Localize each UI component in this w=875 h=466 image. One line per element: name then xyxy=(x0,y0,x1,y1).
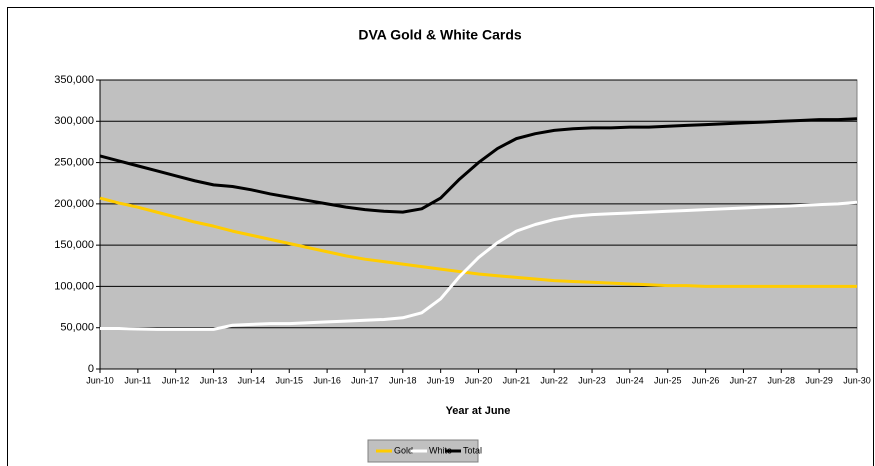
x-tick-label: Jun-25 xyxy=(654,375,682,385)
legend-label: White xyxy=(429,445,452,455)
x-tick-label: Jun-17 xyxy=(351,375,379,385)
y-tick-label: 0 xyxy=(88,363,94,375)
y-tick-label: 200,000 xyxy=(54,198,94,210)
x-tick-label: Jun-21 xyxy=(503,375,531,385)
y-tick-label: 300,000 xyxy=(54,115,94,127)
x-tick-label: Jun-10 xyxy=(86,375,114,385)
y-tick-label: 250,000 xyxy=(54,156,94,168)
line-series xyxy=(99,117,858,214)
y-tick-label: 350,000 xyxy=(54,74,94,86)
x-axis-title: Year at June xyxy=(446,405,511,417)
x-tick-label: Jun-11 xyxy=(124,375,151,385)
x-tick-label: Jun-24 xyxy=(616,375,644,385)
x-tick-label: Jun-28 xyxy=(768,375,796,385)
line-series xyxy=(99,196,857,288)
x-tick-label: Jun-19 xyxy=(427,375,455,385)
x-tick-label: Jun-22 xyxy=(540,375,568,385)
y-tick-label: 150,000 xyxy=(54,239,94,251)
legend-label: Gold xyxy=(394,445,413,455)
x-tick-label: Jun-26 xyxy=(692,375,720,385)
x-tick-label: Jun-20 xyxy=(465,375,493,385)
x-tick-label: Jun-12 xyxy=(162,375,190,385)
y-tick-label: 100,000 xyxy=(54,280,94,292)
y-tick-label: 50,000 xyxy=(60,322,94,334)
x-tick-label: Jun-23 xyxy=(578,375,606,385)
x-tick-label: Jun-15 xyxy=(275,375,303,385)
x-tick-label: Jun-27 xyxy=(730,375,758,385)
plot-area xyxy=(99,79,858,370)
x-tick-label: Jun-18 xyxy=(389,375,417,385)
x-tick-label: Jun-30 xyxy=(843,375,871,385)
legend-label: Total xyxy=(463,445,482,455)
x-tick-label: Jun-16 xyxy=(313,375,341,385)
line-series xyxy=(100,200,858,331)
x-tick-label: Jun-14 xyxy=(238,375,266,385)
x-tick-label: Jun-13 xyxy=(200,375,228,385)
chart-title: DVA Gold & White Cards xyxy=(358,27,522,43)
x-tick-label: Jun-29 xyxy=(805,375,833,385)
